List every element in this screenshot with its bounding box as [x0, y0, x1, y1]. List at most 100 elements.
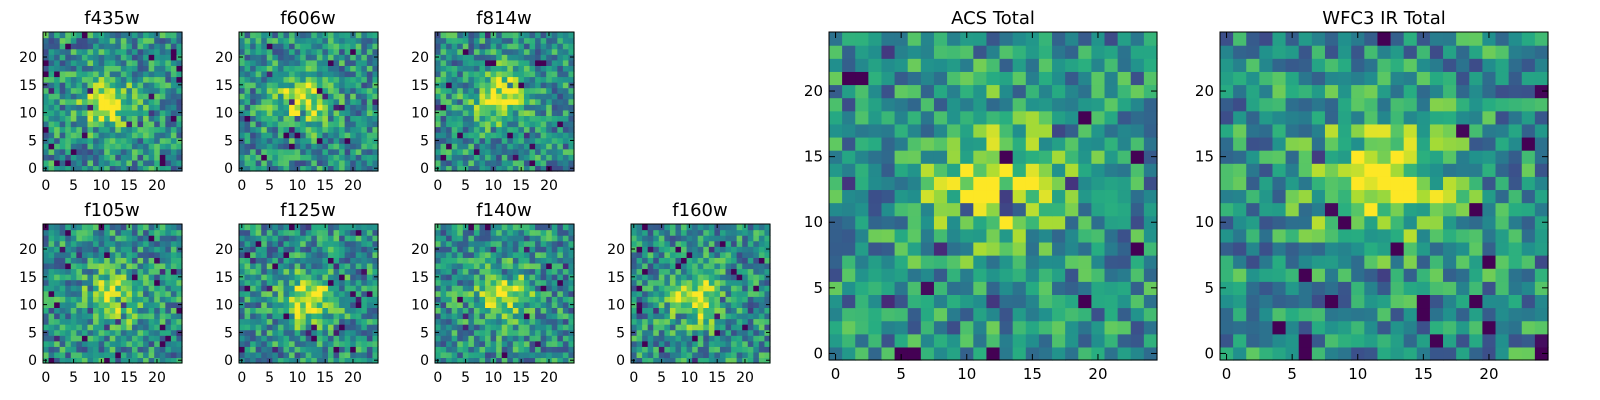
heatmap-cell — [344, 109, 351, 116]
heatmap-cell — [294, 351, 301, 359]
heatmap-cell — [170, 109, 178, 116]
heatmap-cell — [468, 48, 475, 55]
heatmap-cell — [266, 120, 273, 128]
heatmap-cell — [697, 346, 704, 353]
heatmap-cell — [81, 165, 89, 172]
heatmap-cell — [568, 340, 575, 347]
heatmap-cell — [462, 268, 469, 275]
heatmap-cell — [361, 137, 368, 144]
heatmap-cell — [366, 340, 374, 347]
heatmap-cell — [1130, 320, 1145, 335]
heatmap-cell — [658, 235, 665, 242]
heatmap-cell — [322, 82, 329, 89]
heatmap-cell — [239, 104, 246, 111]
heatmap-cell — [457, 165, 464, 172]
heatmap-cell — [316, 318, 323, 325]
heatmap-cell — [496, 87, 503, 94]
heatmap-cell — [165, 235, 172, 242]
heatmap-cell — [435, 59, 442, 66]
heatmap-cell — [703, 235, 710, 242]
heatmap-cell — [54, 357, 61, 364]
heatmap-cell — [485, 240, 492, 247]
heatmap-cell — [93, 224, 100, 231]
heatmap-cell — [523, 43, 531, 50]
heatmap-cell — [109, 120, 116, 128]
heatmap-cell — [1130, 228, 1145, 243]
heatmap-cell — [551, 335, 558, 342]
heatmap-cell — [753, 274, 760, 281]
heatmap-cell — [322, 143, 329, 150]
heatmap-cell — [350, 109, 357, 116]
heatmap-cell — [126, 301, 133, 308]
heatmap-cell — [518, 82, 525, 89]
heatmap-cell — [642, 257, 649, 264]
heatmap-cell — [999, 320, 1014, 335]
heatmap-cell — [446, 82, 453, 89]
heatmap-cell — [973, 268, 988, 282]
heatmap-cell — [289, 37, 296, 44]
heatmap-cell — [261, 93, 268, 100]
heatmap-cell — [339, 65, 346, 72]
heatmap-cell — [143, 268, 150, 275]
heatmap-cell — [446, 54, 453, 61]
heatmap-cell — [731, 240, 738, 247]
heatmap-cell — [244, 240, 251, 247]
heatmap-cell — [165, 120, 172, 128]
heatmap-cell — [339, 229, 346, 236]
heatmap-cell — [76, 301, 83, 308]
heatmap-cell — [485, 165, 492, 172]
heatmap-cell — [176, 115, 183, 122]
heatmap-cell — [87, 262, 94, 270]
heatmap-cell — [855, 307, 869, 322]
heatmap-cell — [714, 268, 721, 275]
heatmap-cell — [109, 137, 116, 144]
heatmap-cell — [518, 324, 525, 331]
heatmap-cell — [148, 54, 155, 61]
heatmap-cell — [999, 346, 1014, 361]
heatmap-cell — [725, 235, 732, 242]
heatmap-cell — [462, 285, 469, 292]
heatmap-cell — [1065, 189, 1079, 204]
heatmap-cell — [496, 251, 503, 258]
heatmap-cell — [283, 318, 290, 325]
heatmap-cell — [535, 340, 542, 347]
heatmap-cell — [372, 318, 379, 325]
heatmap-cell — [277, 76, 285, 83]
heatmap-cell — [669, 235, 677, 242]
heatmap-cell — [244, 37, 251, 44]
heatmap-cell — [496, 120, 503, 128]
heatmap-cell — [289, 279, 296, 286]
heatmap-cell — [557, 143, 564, 150]
heatmap-cell — [658, 246, 665, 253]
heatmap-cell — [104, 115, 111, 122]
heatmap-cell — [322, 318, 329, 325]
heatmap-cell — [59, 235, 66, 242]
heatmap-cell — [54, 329, 61, 336]
plot-frame — [238, 31, 379, 172]
heatmap-cell — [333, 340, 340, 347]
heatmap-cell — [551, 324, 558, 331]
heatmap-cell — [316, 312, 323, 320]
heatmap-cell — [339, 318, 346, 325]
heatmap-cell — [170, 159, 178, 167]
heatmap-cell — [87, 307, 94, 314]
heatmap-cell — [255, 285, 262, 292]
heatmap-cell — [143, 290, 150, 297]
heatmap-cell — [1038, 281, 1053, 295]
heatmap-cell — [120, 37, 127, 44]
heatmap-cell — [327, 324, 335, 331]
heatmap-cell — [350, 59, 357, 66]
heatmap-cell — [829, 150, 843, 164]
heatmap-cell — [681, 329, 688, 336]
heatmap-cell — [719, 296, 727, 303]
heatmap-cell — [104, 307, 111, 314]
heatmap-cell — [239, 59, 246, 66]
heatmap-cell — [255, 268, 262, 275]
heatmap-cell — [98, 137, 105, 144]
heatmap-cell — [440, 120, 447, 128]
heatmap-cell — [764, 240, 771, 247]
heatmap-cell — [664, 301, 671, 308]
heatmap-cell — [137, 109, 144, 116]
heatmap-cell — [305, 257, 312, 264]
heatmap-cell — [557, 251, 564, 258]
